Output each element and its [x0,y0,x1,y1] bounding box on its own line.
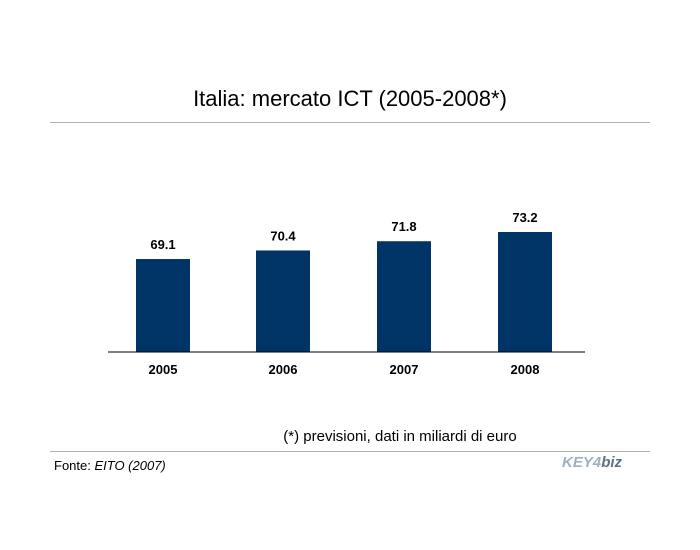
chart-note: (*) previsioni, dati in miliardi di euro [283,428,517,445]
footer-divider [50,451,650,452]
data-label-2007: 71.8 [391,219,416,234]
data-label-2005: 69.1 [150,237,175,252]
bar-2006 [256,250,310,352]
logo-left: KEY4 [562,454,602,471]
x-tick-2007: 2007 [390,362,419,377]
data-label-2008: 73.2 [512,210,537,225]
logo-right: biz [601,454,623,471]
source-name: EITO (2007) [94,458,166,473]
data-label-2006: 70.4 [270,228,296,243]
x-tick-2008: 2008 [511,362,540,377]
bar-2007 [377,241,431,352]
source-text: Fonte: EITO (2007) [54,458,166,473]
key4biz-logo: KEY4biz [562,454,622,471]
source-prefix: Fonte: [54,458,95,473]
chart-title: Italia: mercato ICT (2005-2008*) [193,86,507,111]
bar-2005 [136,259,190,352]
x-tick-2006: 2006 [269,362,298,377]
title-divider [50,122,650,123]
bar-2008 [498,232,552,352]
x-tick-2005: 2005 [149,362,178,377]
